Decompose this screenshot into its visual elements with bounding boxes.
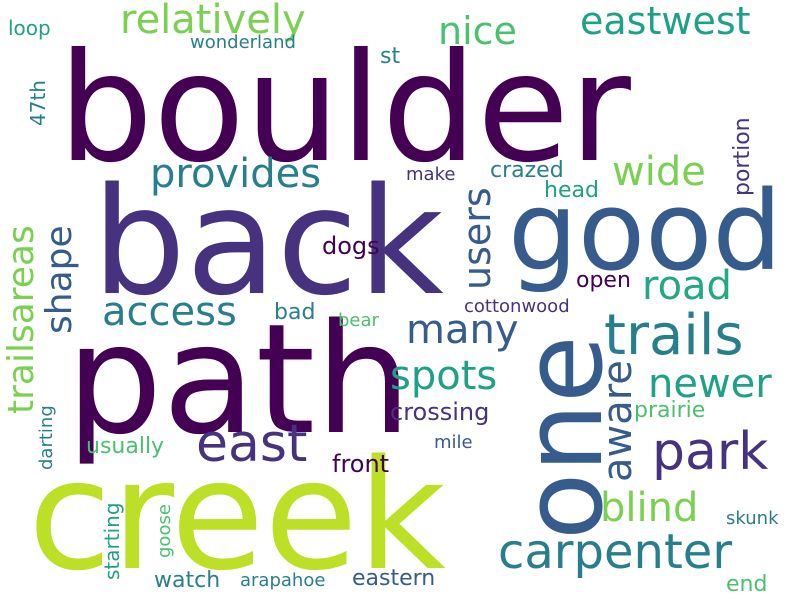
word-blind: blind (600, 485, 699, 531)
word-good: good (508, 167, 783, 295)
word-eastwest: eastwest (580, 0, 751, 43)
word-st: st (380, 44, 401, 69)
word-darting: darting (36, 405, 57, 470)
word-boulder: boulder (58, 22, 631, 196)
word-east: east (196, 414, 308, 474)
word-trails: trails (604, 303, 744, 368)
word-newer: newer (648, 361, 772, 407)
word-spots: spots (390, 353, 498, 399)
word-aware: aware (595, 360, 641, 482)
word-arapahoe: arapahoe (240, 570, 326, 591)
word-goose: goose (154, 504, 175, 558)
word-crazed: crazed (490, 158, 564, 183)
word-open: open (576, 268, 631, 293)
word-head: head (544, 178, 599, 203)
word-users: users (455, 187, 499, 290)
word-many: many (406, 307, 519, 353)
word-shape: shape (39, 225, 80, 334)
word-mile: mile (434, 432, 473, 453)
word-watch: watch (154, 568, 221, 593)
word-crossing: crossing (390, 398, 490, 426)
word-back: back (92, 156, 444, 328)
word-skunk: skunk (726, 508, 779, 529)
word-path: path (66, 291, 412, 468)
word-park: park (652, 422, 769, 482)
word-relatively: relatively (120, 0, 306, 43)
word-wide: wide (612, 149, 706, 195)
word-provides: provides (150, 151, 322, 197)
word-portion: portion (730, 117, 755, 196)
word-bear: bear (338, 310, 379, 331)
word-make: make (406, 164, 456, 185)
word-trailsareas: trailsareas (1, 225, 42, 414)
word-bad: bad (274, 300, 316, 325)
word-wonderland: wonderland (190, 32, 296, 53)
word-nice: nice (438, 9, 517, 53)
word-cottonwood: cottonwood (464, 296, 570, 317)
word-creek: creek (28, 427, 446, 600)
word-loop: loop (8, 16, 51, 40)
word-end: end (726, 572, 768, 597)
word-starting: starting (100, 502, 124, 580)
word-road: road (642, 263, 732, 309)
word-eastern: eastern (352, 566, 436, 591)
word-dogs: dogs (322, 232, 380, 260)
word-47th: 47th (26, 80, 50, 126)
word-carpenter: carpenter (498, 524, 733, 580)
word-front: front (332, 450, 390, 478)
word-access: access (102, 289, 237, 335)
word-usually: usually (86, 434, 165, 459)
word-prairie: prairie (634, 398, 706, 423)
